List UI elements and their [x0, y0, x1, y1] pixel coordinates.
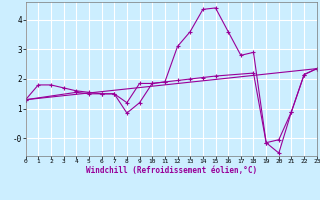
X-axis label: Windchill (Refroidissement éolien,°C): Windchill (Refroidissement éolien,°C) [86, 166, 257, 175]
